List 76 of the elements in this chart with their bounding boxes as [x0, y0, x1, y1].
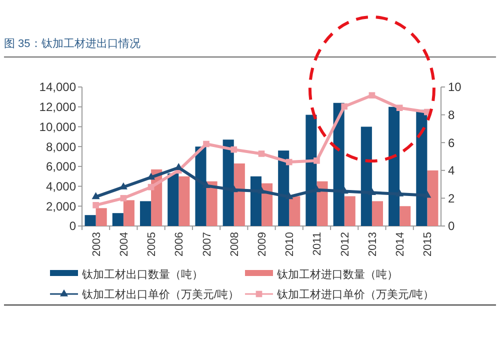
bar — [195, 146, 206, 226]
y2-tick-label: 6 — [448, 136, 455, 150]
y2-tick-label: 2 — [448, 191, 455, 206]
point — [340, 186, 348, 194]
y-tick-label: 6,000 — [46, 160, 76, 174]
legend-label: 钛加工材出口单价（万美元/吨） — [81, 288, 240, 301]
bar — [222, 140, 234, 226]
legend-label: 钛加工材进口单价（万美元/吨） — [276, 288, 434, 301]
bar — [344, 196, 356, 226]
bar — [178, 176, 190, 226]
bar — [206, 181, 218, 226]
point — [423, 190, 432, 198]
chart-title: 图 35：钛加工材进出口情况 — [4, 37, 140, 50]
bar — [400, 206, 411, 226]
x-tick-label: 2003 — [90, 232, 103, 256]
bar — [123, 200, 134, 226]
y2-tick-label: 4 — [448, 164, 455, 178]
x-tick-label: 2012 — [339, 232, 352, 256]
bar — [427, 170, 438, 226]
point — [230, 146, 238, 153]
bar — [140, 201, 152, 226]
bar — [372, 201, 384, 226]
y-tick-label: 12,000 — [39, 100, 76, 114]
x-tick-label: 2010 — [284, 232, 296, 256]
x-tick-label: 2004 — [118, 232, 130, 256]
point — [92, 192, 100, 200]
y2-tick-label: 8 — [448, 108, 455, 122]
point — [285, 192, 294, 200]
point — [230, 185, 238, 192]
point — [396, 189, 404, 196]
point — [314, 158, 320, 164]
bar — [289, 196, 300, 226]
bar — [84, 215, 96, 226]
y-tick-label: 14,000 — [39, 80, 76, 94]
point — [202, 181, 210, 188]
x-tick-label: 2006 — [174, 232, 186, 256]
bar — [388, 106, 400, 226]
point — [257, 186, 266, 194]
y-tick-label: 0 — [69, 219, 76, 234]
point — [341, 103, 348, 110]
point — [120, 195, 127, 202]
point — [286, 158, 292, 166]
bar — [360, 126, 372, 226]
x-tick-label: 2007 — [201, 232, 214, 256]
x-tick-label: 2005 — [146, 232, 158, 256]
point — [92, 202, 99, 208]
point — [258, 150, 265, 157]
bar — [262, 183, 273, 226]
legend-label: 钛加工材进口数量（吨） — [276, 268, 398, 281]
y-tick-label: 10,000 — [39, 120, 76, 134]
bar — [168, 173, 179, 226]
y-tick-label: 8,000 — [46, 140, 76, 154]
bar — [306, 114, 317, 226]
y-tick-label: 2,000 — [46, 199, 76, 214]
x-tick-label: 2014 — [394, 232, 407, 256]
point — [368, 92, 376, 99]
bar — [416, 110, 428, 226]
point — [147, 172, 156, 180]
bar — [316, 181, 328, 226]
x-tick-label: 2011 — [312, 232, 324, 256]
y2-tick-label: 0 — [448, 219, 455, 234]
x-tick-label: 2015 — [422, 232, 434, 256]
x-tick-label: 2008 — [228, 232, 241, 256]
y-tick-label: 4,000 — [46, 179, 76, 194]
point — [148, 184, 154, 190]
point — [368, 188, 376, 195]
bar — [112, 213, 124, 226]
point — [203, 140, 210, 148]
x-tick-label: 2013 — [366, 232, 379, 256]
bar — [96, 208, 107, 226]
legend-label: 钛加工材出口数量（吨） — [81, 268, 203, 281]
bar — [250, 176, 262, 226]
point — [396, 104, 403, 112]
bar — [234, 163, 245, 226]
y2-tick-label: 10 — [448, 80, 462, 94]
x-tick-label: 2009 — [256, 232, 268, 256]
